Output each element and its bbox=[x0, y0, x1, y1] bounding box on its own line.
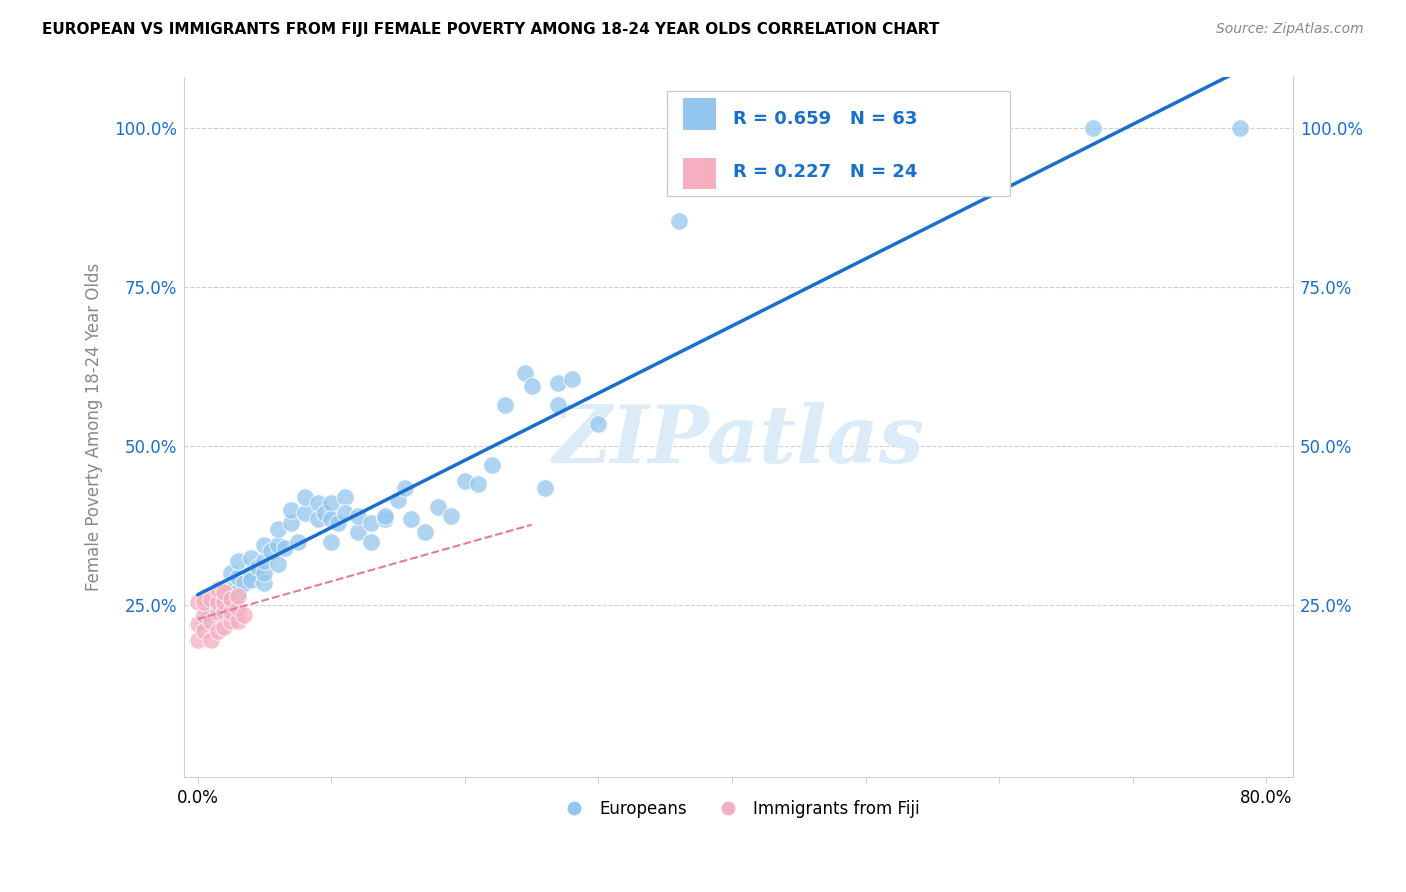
Point bbox=[207, 595, 229, 609]
Point bbox=[253, 538, 276, 552]
Point bbox=[214, 589, 236, 603]
Point bbox=[226, 569, 249, 583]
Point bbox=[267, 522, 290, 536]
Point bbox=[534, 481, 557, 495]
Point bbox=[226, 585, 249, 599]
Point bbox=[360, 516, 382, 530]
Point bbox=[668, 213, 690, 227]
Point bbox=[226, 554, 249, 568]
Point bbox=[253, 566, 276, 581]
Point bbox=[481, 458, 503, 473]
Point bbox=[200, 614, 222, 628]
Point bbox=[1229, 121, 1251, 136]
Point bbox=[207, 624, 229, 638]
Point bbox=[280, 503, 302, 517]
Point bbox=[233, 576, 256, 591]
Bar bbox=[683, 98, 717, 130]
Point bbox=[207, 595, 229, 609]
Point bbox=[267, 538, 290, 552]
Point bbox=[307, 496, 329, 510]
Point bbox=[347, 509, 370, 524]
Point bbox=[200, 605, 222, 619]
Point bbox=[246, 560, 269, 574]
Text: R = 0.659   N = 63: R = 0.659 N = 63 bbox=[733, 111, 918, 128]
Point bbox=[219, 566, 242, 581]
Point bbox=[273, 541, 295, 555]
Text: Source: ZipAtlas.com: Source: ZipAtlas.com bbox=[1216, 22, 1364, 37]
Point bbox=[207, 582, 229, 597]
Point bbox=[513, 366, 536, 380]
Point bbox=[187, 617, 209, 632]
Point bbox=[454, 474, 477, 488]
Point bbox=[219, 614, 242, 628]
Point bbox=[394, 481, 416, 495]
Point bbox=[193, 607, 215, 622]
Point bbox=[333, 506, 356, 520]
Point bbox=[187, 633, 209, 648]
Point bbox=[360, 534, 382, 549]
Point bbox=[240, 573, 263, 587]
Point bbox=[226, 589, 249, 603]
Point bbox=[219, 582, 242, 597]
Text: EUROPEAN VS IMMIGRANTS FROM FIJI FEMALE POVERTY AMONG 18-24 YEAR OLDS CORRELATIO: EUROPEAN VS IMMIGRANTS FROM FIJI FEMALE … bbox=[42, 22, 939, 37]
Point bbox=[387, 493, 409, 508]
Point bbox=[374, 512, 396, 526]
Point bbox=[280, 516, 302, 530]
Bar bbox=[683, 158, 717, 189]
Point bbox=[440, 509, 463, 524]
Point bbox=[226, 614, 249, 628]
Point bbox=[287, 534, 309, 549]
Text: ZIPatlas: ZIPatlas bbox=[553, 402, 925, 480]
Point bbox=[214, 620, 236, 634]
Point bbox=[561, 372, 583, 386]
Point bbox=[214, 595, 236, 609]
Point bbox=[374, 509, 396, 524]
Point bbox=[347, 524, 370, 539]
Point bbox=[207, 605, 229, 619]
Point bbox=[326, 516, 349, 530]
Point bbox=[219, 605, 242, 619]
Point bbox=[1081, 121, 1104, 136]
Point bbox=[253, 554, 276, 568]
Point bbox=[240, 566, 263, 581]
FancyBboxPatch shape bbox=[666, 91, 1011, 196]
Point bbox=[214, 605, 236, 619]
Point bbox=[321, 496, 343, 510]
Point bbox=[307, 512, 329, 526]
Point bbox=[314, 506, 336, 520]
Point bbox=[226, 601, 249, 615]
Point bbox=[413, 524, 436, 539]
Point bbox=[200, 591, 222, 606]
Point bbox=[200, 633, 222, 648]
Y-axis label: Female Poverty Among 18-24 Year Olds: Female Poverty Among 18-24 Year Olds bbox=[86, 263, 103, 591]
Point bbox=[401, 512, 423, 526]
Point bbox=[193, 624, 215, 638]
Point bbox=[294, 490, 316, 504]
Point bbox=[333, 490, 356, 504]
Point bbox=[588, 417, 610, 431]
Point bbox=[187, 595, 209, 609]
Point bbox=[260, 544, 283, 558]
Point bbox=[214, 585, 236, 599]
Point bbox=[253, 576, 276, 591]
Text: R = 0.227   N = 24: R = 0.227 N = 24 bbox=[733, 163, 918, 181]
Point bbox=[547, 376, 569, 390]
Point bbox=[233, 607, 256, 622]
Point bbox=[520, 379, 543, 393]
Point bbox=[193, 595, 215, 609]
Point bbox=[494, 398, 516, 412]
Point bbox=[321, 512, 343, 526]
Point bbox=[267, 557, 290, 571]
Legend: Europeans, Immigrants from Fiji: Europeans, Immigrants from Fiji bbox=[551, 793, 927, 824]
Point bbox=[547, 398, 569, 412]
Point bbox=[240, 550, 263, 565]
Point bbox=[294, 506, 316, 520]
Point bbox=[467, 477, 489, 491]
Point bbox=[193, 614, 215, 628]
Point bbox=[427, 500, 450, 514]
Point bbox=[321, 534, 343, 549]
Point bbox=[219, 591, 242, 606]
